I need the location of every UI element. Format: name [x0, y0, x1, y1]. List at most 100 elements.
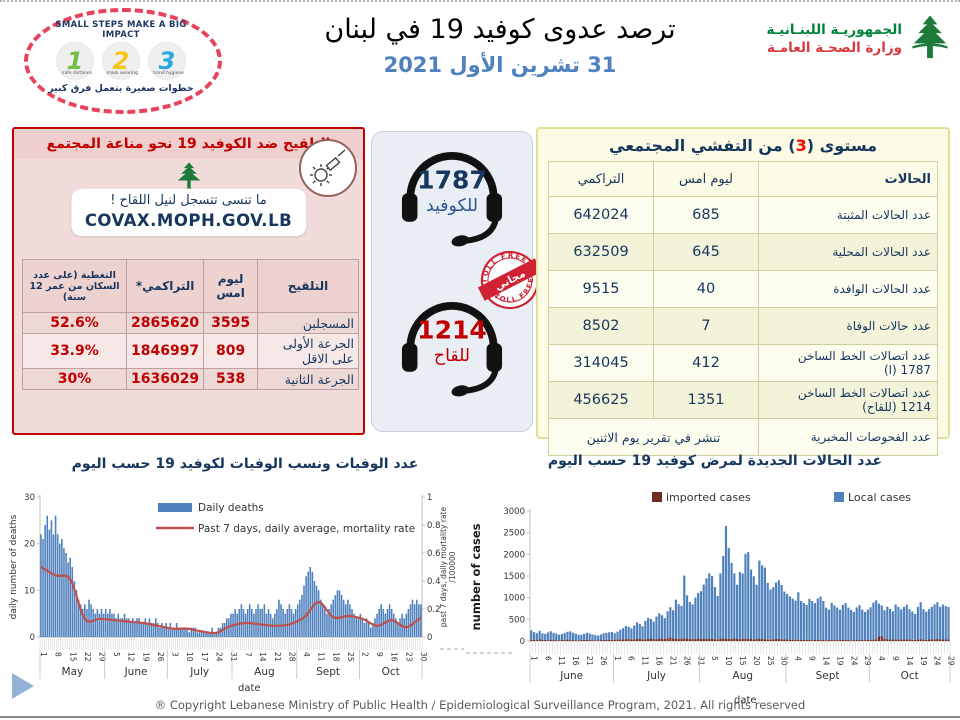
svg-text:0: 0 — [520, 637, 525, 647]
svg-text:8: 8 — [54, 652, 63, 657]
svg-text:Aug: Aug — [733, 670, 754, 682]
svg-text:26: 26 — [682, 656, 691, 666]
badge-step-mask-wearing: 2 mask wearing — [103, 43, 139, 79]
vaccination-table-body: المسجلين 3595 2865620 52.6% الجرعة الأولى عل… — [22, 312, 359, 390]
svg-text:19: 19 — [919, 656, 928, 666]
cases-table: الحالات ليوم امس التراكمي عدد الحالات المث… — [548, 161, 938, 456]
svg-text:Sept: Sept — [316, 666, 340, 678]
svg-text:24: 24 — [933, 656, 942, 666]
vaccination-col-header: التلقيح — [257, 259, 359, 313]
svg-text:5: 5 — [710, 656, 719, 661]
svg-text:daily number of deaths: daily number of deaths — [9, 514, 19, 619]
svg-text:26: 26 — [599, 656, 608, 666]
svg-text:0.8: 0.8 — [427, 521, 441, 531]
svg-text:3: 3 — [171, 652, 180, 657]
svg-text:Oct: Oct — [901, 670, 919, 682]
svg-text:1500: 1500 — [503, 572, 525, 582]
covid-hotline: 1787 للكوفيد — [392, 136, 512, 252]
svg-text:date: date — [734, 695, 757, 706]
svg-text:June: June — [559, 670, 583, 682]
cases-row: عدد اتصالات الخط الساخن 1787 (ا) 412 31404… — [548, 344, 938, 382]
svg-text:21: 21 — [273, 652, 282, 662]
svg-text:25: 25 — [346, 652, 355, 662]
svg-text:9: 9 — [375, 652, 384, 657]
vaccination-row: المسجلين 3595 2865620 52.6% — [22, 312, 359, 334]
svg-text:July: July — [646, 670, 666, 682]
svg-text:4: 4 — [877, 656, 886, 661]
svg-text:20: 20 — [752, 656, 761, 666]
vaccination-panel: التلقيح ضد الكوفيد 19 نحو مناعة المجتمع — [12, 127, 365, 435]
svg-text:10: 10 — [185, 652, 194, 662]
svg-text:500: 500 — [509, 615, 525, 625]
svg-text:Local cases: Local cases — [848, 491, 911, 504]
svg-text:4: 4 — [794, 656, 803, 661]
svg-text:June: June — [124, 666, 148, 678]
page-title: ترصد عدوى كوفيد 19 في لبنان — [324, 14, 676, 45]
page-title-block: ترصد عدوى كوفيد 19 في لبنان 31 تشرين الأ… — [295, 14, 705, 77]
svg-text:29: 29 — [947, 656, 956, 666]
svg-text:1: 1 — [529, 656, 538, 661]
svg-text:Oct: Oct — [382, 666, 400, 678]
bottom-border — [0, 716, 960, 718]
svg-text:Past 7 days, daily average, mo: Past 7 days, daily average, mortality ra… — [198, 523, 415, 535]
vaccination-row: الجرعة الأولى على الاقل 809 1846997 33.9% — [22, 333, 359, 369]
covax-bubble: ما تنسى تتسجل لنيل اللقاح ! COVAX.MOPH.G… — [70, 189, 307, 236]
svg-text:6: 6 — [627, 656, 636, 661]
svg-text:Sept: Sept — [816, 670, 840, 682]
svg-text:10: 10 — [724, 656, 733, 666]
svg-text:3000: 3000 — [503, 507, 525, 517]
svg-text:31: 31 — [696, 656, 705, 666]
svg-text:20: 20 — [24, 540, 35, 550]
cases-col-header: التراكمي — [548, 161, 654, 197]
svg-text:11: 11 — [317, 652, 326, 662]
small-steps-badge: SMALL STEPS MAKE A BIG IMPACT 1 safe dist… — [22, 6, 222, 114]
svg-text:15: 15 — [68, 652, 77, 662]
cedar-small-icon — [177, 162, 200, 189]
svg-text:9: 9 — [808, 656, 817, 661]
svg-text:past 7 days, daily mortality r: past 7 days, daily mortality rate/100000 — [439, 506, 457, 627]
cedar-tree-icon — [912, 15, 948, 59]
svg-text:14: 14 — [821, 656, 830, 666]
cases-table-body: عدد الحالات المثبتة 685 642024 عدد الحالات … — [548, 196, 938, 456]
daily-cases-bars — [530, 526, 950, 641]
svg-text:17: 17 — [200, 652, 209, 662]
svg-text:date: date — [238, 683, 261, 694]
svg-text:28: 28 — [287, 652, 296, 662]
svg-text:9: 9 — [891, 656, 900, 661]
svg-text:14: 14 — [258, 652, 267, 662]
svg-text:2000: 2000 — [503, 550, 525, 560]
svg-text:1: 1 — [39, 652, 48, 657]
vaccine-hotline: 1214 للقاح — [392, 286, 512, 402]
covax-link[interactable]: COVAX.MOPH.GOV.LB — [84, 211, 293, 230]
svg-text:25: 25 — [766, 656, 775, 666]
svg-text:14: 14 — [905, 656, 914, 666]
svg-text:1: 1 — [427, 493, 432, 503]
cases-panel-title: مستوى (3) من التفشي المجتمعي — [609, 135, 877, 155]
svg-text:29: 29 — [863, 656, 872, 666]
svg-text:number of cases: number of cases — [469, 523, 483, 630]
cases-footer-row: عدد الفحوصات المخبرية تنشر في تقرير يوم ا… — [548, 418, 938, 456]
svg-text:imported cases: imported cases — [666, 491, 751, 504]
badge-steps: 1 safe distance 2 mask wearing 3 hand hygiene — [36, 43, 206, 79]
vaccination-table-header: التلقيح ليوم امس التراكمي* التغطية (على عدد… — [22, 259, 359, 313]
toll-free-stamp-icon: TOLL FREE TOLL FREE مجاني — [473, 243, 546, 312]
svg-text:0: 0 — [30, 633, 35, 643]
svg-text:30: 30 — [24, 493, 35, 503]
vaccine-hotline-number: 1214 — [417, 315, 487, 344]
mortality-rate-line — [40, 566, 422, 635]
vaccination-col-header: ليوم امس — [203, 259, 258, 313]
covid-hotline-label: للكوفيد — [426, 196, 478, 216]
svg-text:0.4: 0.4 — [427, 577, 441, 587]
copyright-text: ® Copyright Lebanese Ministry of Public … — [154, 698, 806, 712]
svg-text:16: 16 — [390, 652, 399, 662]
slide-arrow-icon — [12, 673, 34, 699]
badge-dashed-ring-icon — [24, 8, 222, 114]
cases-row: عدد الحالات المثبتة 685 642024 — [548, 196, 938, 234]
covid-hotline-number: 1787 — [417, 165, 487, 194]
badge-caption-arabic: خطوات صغيرة بتعمل فرق كبير — [48, 83, 194, 94]
cases-table-header: الحالات ليوم امس التراكمي — [548, 161, 938, 197]
svg-text:30: 30 — [780, 656, 789, 666]
